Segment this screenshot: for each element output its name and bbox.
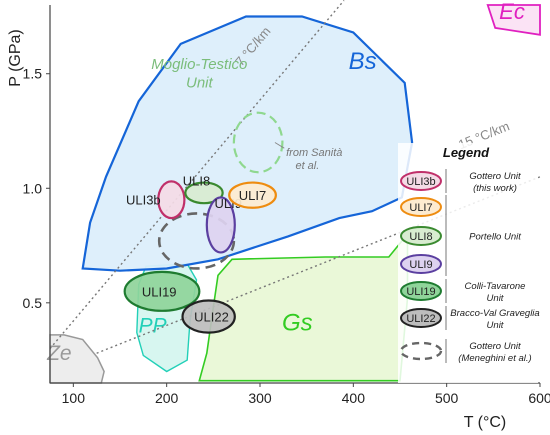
sample-uli3b xyxy=(157,180,186,220)
annotation-leader xyxy=(274,142,285,149)
legend-title: Legend xyxy=(443,145,490,160)
x-tick-label: 600 xyxy=(528,390,550,406)
legend-marker-label: ULI8 xyxy=(409,231,432,243)
x-tick-label: 100 xyxy=(62,390,86,406)
annotation: from Sanità xyxy=(286,147,342,159)
legend-text: Gottero Unit xyxy=(469,341,521,352)
sample-uli8 xyxy=(184,181,224,205)
annotation: et al. xyxy=(295,160,319,172)
legend-marker-label: ULI9 xyxy=(409,259,432,271)
sample-label-uli8: ULI8 xyxy=(183,173,210,188)
meneghini-field xyxy=(157,212,236,270)
sample-uli9 xyxy=(205,196,236,254)
legend-marker-label: ULI7 xyxy=(409,202,432,214)
sample-label-uli19: ULI19 xyxy=(142,284,177,299)
unit-label: Moglio-Testico xyxy=(151,56,247,73)
legend-text: Colli-Tavarone xyxy=(465,281,526,292)
legend-text: Portello Unit xyxy=(469,232,521,243)
geotherm-line xyxy=(49,0,345,350)
ec-field xyxy=(486,4,541,36)
legend-marker-uli3b xyxy=(400,171,442,191)
legend-marker-label: ULI3b xyxy=(406,176,435,188)
y-tick-label: 1.5 xyxy=(23,66,43,82)
y-axis-label: P (GPa) xyxy=(7,29,24,87)
field-label-bs: Bs xyxy=(349,48,377,75)
legend-marker-label: ULI19 xyxy=(406,286,435,298)
y-tick-label: 0.5 xyxy=(23,295,43,311)
legend-marker-uli9 xyxy=(400,254,442,274)
field-label-ec: Ec xyxy=(499,0,525,24)
legend-text: (this work) xyxy=(473,183,517,194)
legend-text: Unit xyxy=(487,293,504,304)
x-tick-label: 300 xyxy=(248,390,272,406)
sample-label-uli7: ULI7 xyxy=(239,188,266,203)
legend-text: Unit xyxy=(487,320,504,331)
axes: 100 200 300 400 500 600 0.5 1.0 1.5 T (°C) P (GPa) xyxy=(7,5,550,431)
sample-uli22 xyxy=(181,299,236,334)
x-tick-label: 400 xyxy=(342,390,366,406)
legend-text: Bracco-Val Graveglia xyxy=(450,308,539,319)
legend-marker-uli8 xyxy=(400,226,442,246)
unit-label: Unit xyxy=(186,74,214,91)
legend-text: Gottero Unit xyxy=(469,171,521,182)
x-tick-label: 500 xyxy=(435,390,459,406)
legend-marker-uli22 xyxy=(400,308,442,328)
legend-marker-uli7 xyxy=(400,197,442,217)
legend: Legend ULI3b ULI7 ULI8 ULI9 ULI19 ULI22 Gottero… xyxy=(398,143,540,383)
sample-label-uli22: ULI22 xyxy=(194,310,229,325)
sample-label-uli3b: ULI3b xyxy=(126,193,161,208)
x-tick-label: 200 xyxy=(155,390,179,406)
legend-marker-uli19 xyxy=(400,281,442,301)
field-label-pp: PP xyxy=(139,315,167,338)
sample-uli7 xyxy=(228,181,277,209)
legend-text: (Meneghini et al.) xyxy=(458,353,531,364)
field-label-gs: Gs xyxy=(282,309,313,336)
x-axis-label: T (°C) xyxy=(464,414,507,431)
sample-uli19 xyxy=(123,270,201,312)
legend-marker-label: ULI22 xyxy=(406,313,435,325)
field-label-ze: Ze xyxy=(46,342,72,365)
y-tick-label: 1.0 xyxy=(23,180,43,196)
legend-dashed-marker xyxy=(399,341,443,361)
sanita-field xyxy=(232,111,284,174)
